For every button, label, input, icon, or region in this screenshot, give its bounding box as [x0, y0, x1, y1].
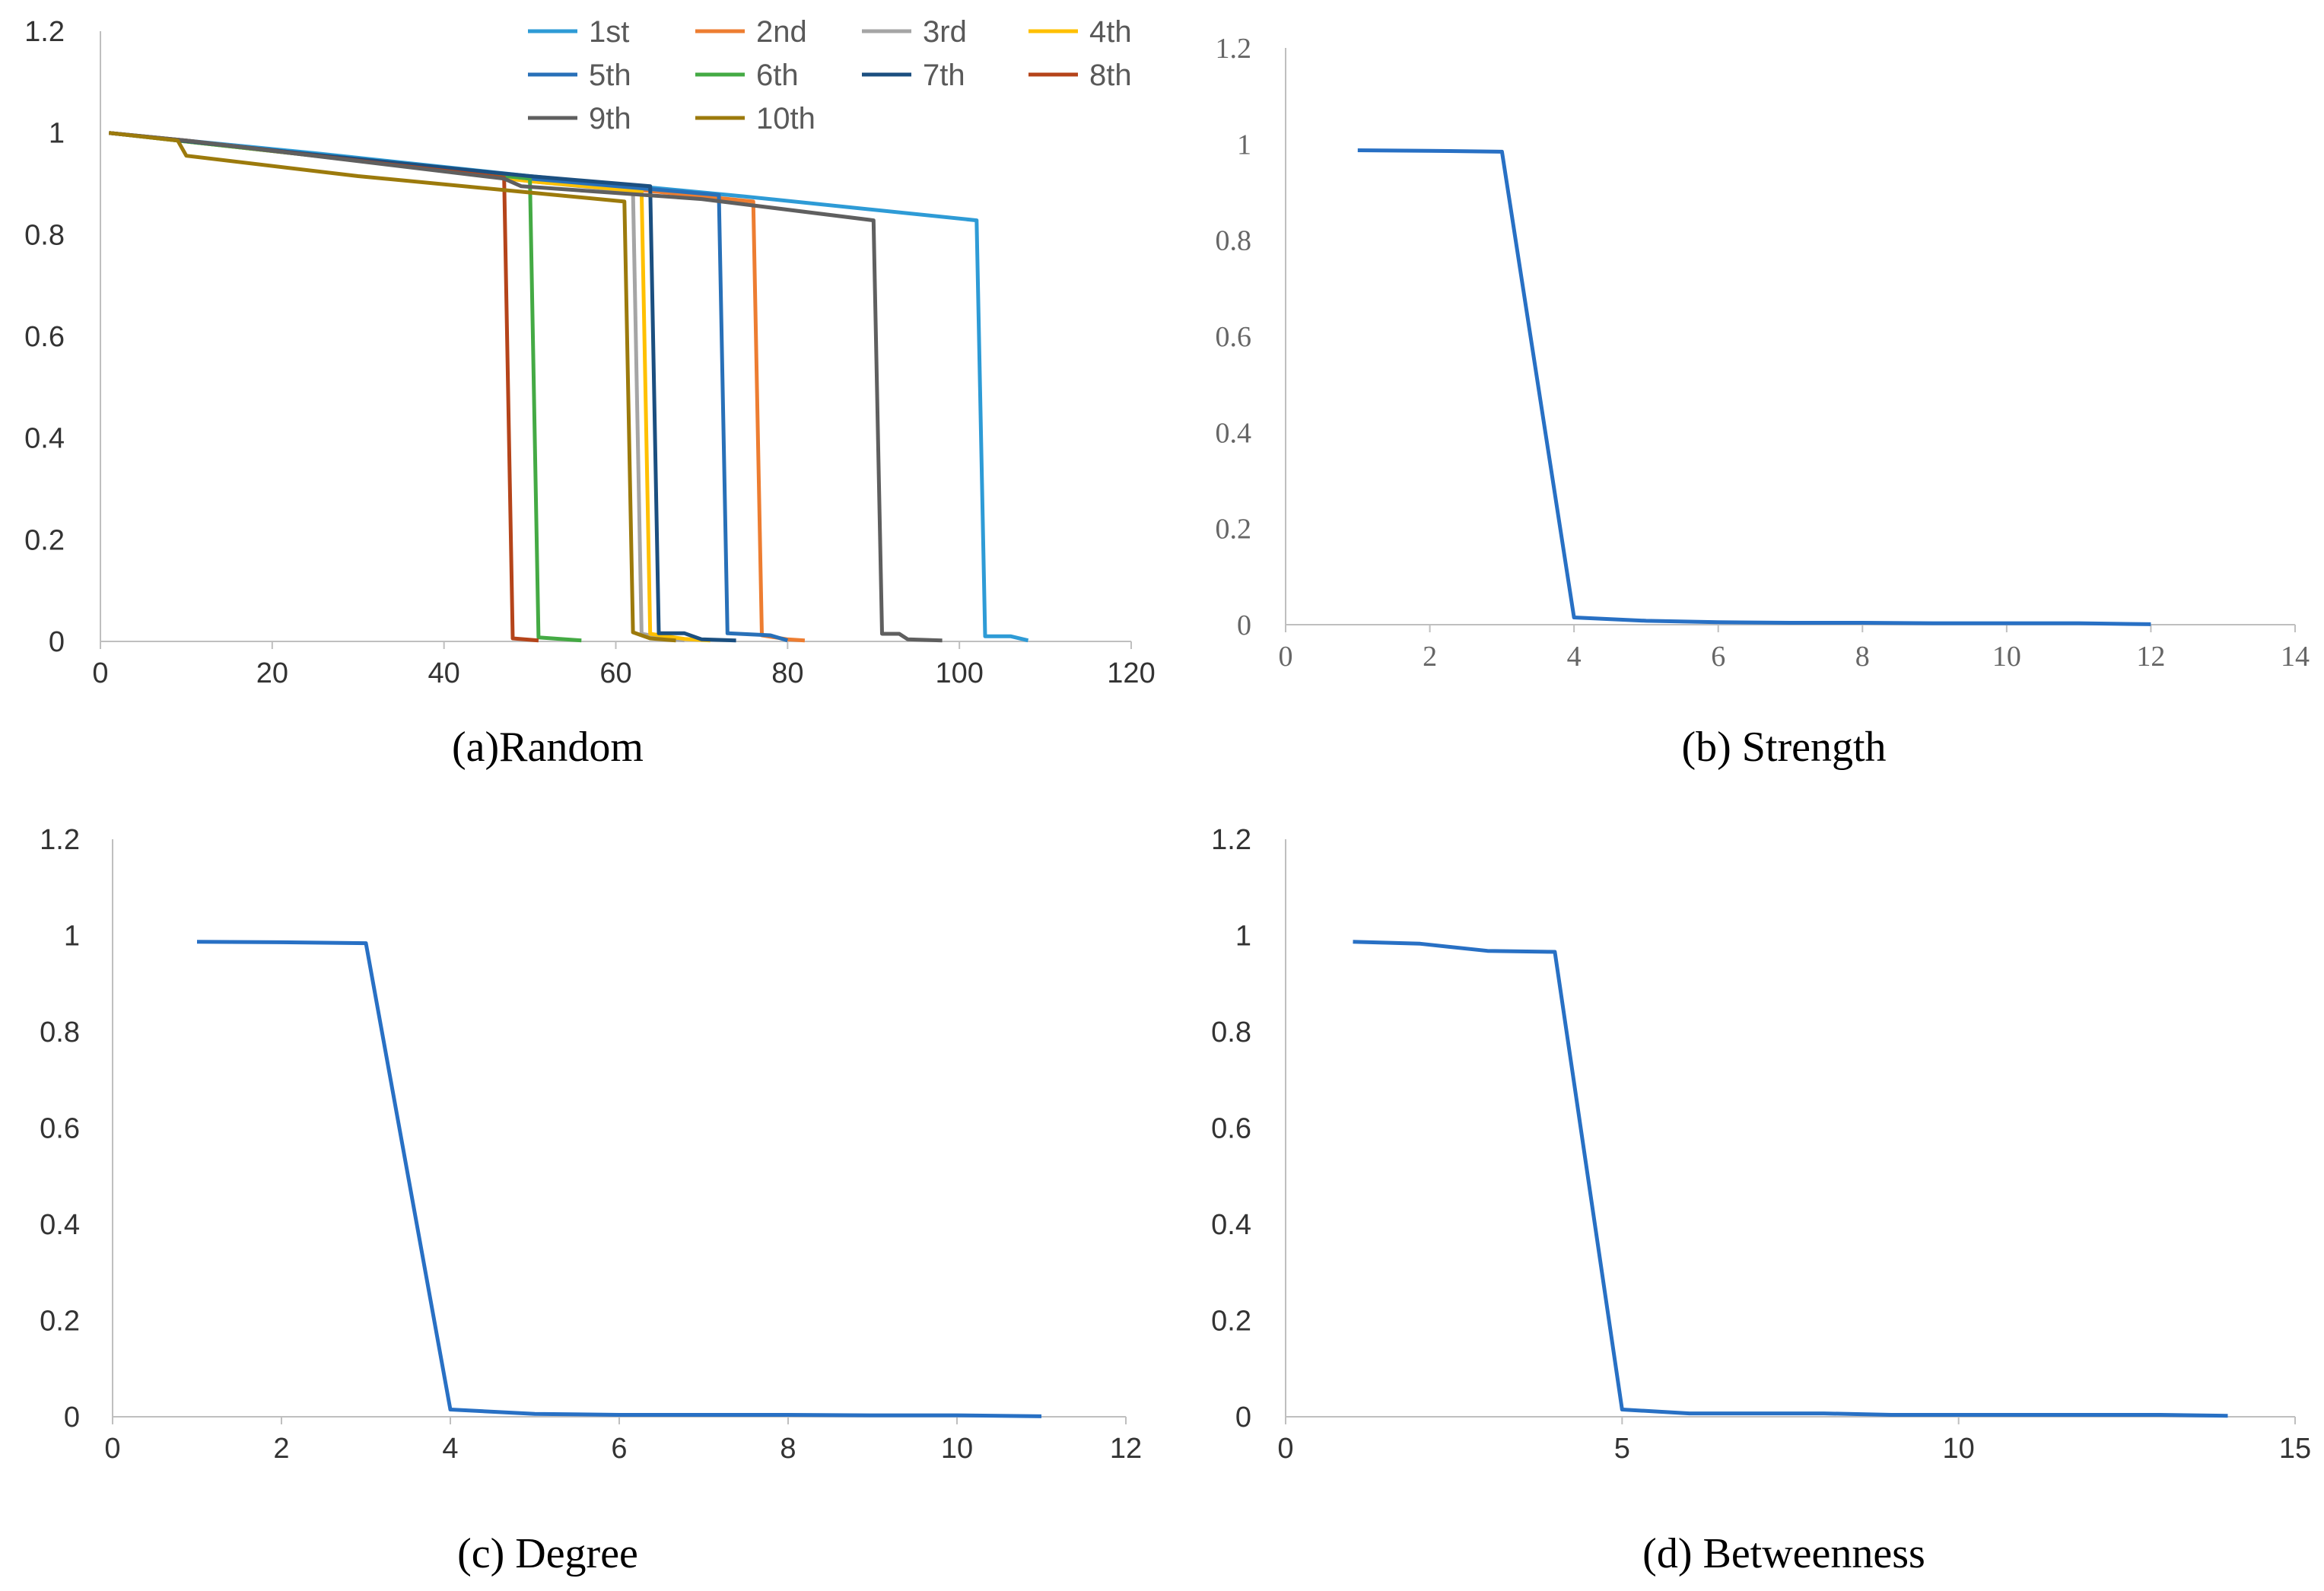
x-tick-label: 14: [2281, 641, 2310, 673]
y-tick-label: 0.4: [40, 1209, 80, 1241]
x-tick-label: 2: [273, 1433, 289, 1465]
y-tick-label: 0.4: [1211, 1209, 1251, 1241]
x-tick-label: 60: [599, 657, 631, 689]
chart-panel-b: 0 2 4 6 8 10 12 14 0 0.2 0.4 0.6 0.8 1 1.2 (b) Strength: [1216, 33, 2310, 771]
y-tick-label: 0.8: [24, 219, 65, 251]
series-line-8th: [109, 131, 539, 643]
x-tick-label: 5: [1614, 1433, 1630, 1465]
y-tick-label: 0.6: [1216, 321, 1252, 353]
series-line-5th: [109, 131, 789, 643]
x-tick-label: 0: [1277, 1433, 1293, 1465]
legend-label: 1st: [589, 15, 629, 49]
x-tick-label: 4: [1567, 641, 1582, 673]
x-tick-label: 0: [92, 657, 108, 689]
y-tick-label: 0.4: [24, 423, 65, 455]
series-line-3rd: [109, 131, 685, 643]
chart-caption-d: (d) Betweenness: [1642, 1530, 1925, 1577]
series-line-4th: [109, 131, 711, 643]
x-tick-label: 2: [1423, 641, 1437, 673]
y-tick-label: 1: [64, 921, 80, 953]
y-tick-label: 0: [64, 1402, 80, 1433]
y-tick-label: 0: [1237, 609, 1251, 641]
chart-panel-c: 0 2 4 6 8 10 12 0 0.2 0.4 0.6 0.8 1 1.2 (c) Degree: [40, 824, 1142, 1577]
y-tick-label: 1.2: [1211, 824, 1251, 856]
legend-label: 3rd: [923, 15, 967, 49]
legend-label: 5th: [589, 59, 631, 92]
y-tick-label: 0.6: [24, 321, 65, 353]
x-tick-label: 80: [771, 657, 803, 689]
series-line-10th: [109, 131, 676, 643]
y-tick-label: 0: [1235, 1402, 1251, 1433]
chart-caption-b: (b) Strength: [1681, 724, 1886, 771]
legend-label: 4th: [1089, 15, 1132, 49]
x-tick-label: 10: [1943, 1433, 1975, 1465]
legend-label: 7th: [923, 59, 965, 92]
y-tick-label: 0.2: [1216, 514, 1252, 546]
y-tick-label: 0.8: [40, 1017, 80, 1048]
y-tick-label: 0: [49, 626, 65, 658]
y-tick-label: 0.2: [40, 1306, 80, 1338]
x-tick-label: 10: [941, 1433, 973, 1465]
x-tick-label: 12: [2136, 641, 2165, 673]
x-tick-label: 4: [442, 1433, 458, 1465]
x-tick-label: 20: [256, 657, 288, 689]
series-line-2nd: [109, 131, 806, 643]
y-tick-label: 1.2: [1216, 33, 1252, 65]
y-tick-label: 1.2: [40, 824, 80, 856]
y-tick-label: 0.8: [1216, 225, 1252, 257]
x-tick-label: 6: [1711, 641, 1725, 673]
legend-label: 9th: [589, 102, 631, 135]
y-tick-label: 1: [49, 118, 65, 150]
x-tick-label: 0: [1279, 641, 1293, 673]
chart-panel-d: 0 5 10 15 0 0.2 0.4 0.6 0.8 1 1.2 (d) Betweenness: [1211, 824, 2311, 1577]
y-tick-label: 0.6: [40, 1113, 80, 1145]
x-tick-label: 100: [935, 657, 983, 689]
y-tick-label: 0.2: [1211, 1306, 1251, 1338]
y-tick-label: 1.2: [24, 16, 65, 48]
series-line-d: [1353, 940, 2228, 1418]
series-line-9th: [109, 131, 943, 643]
x-tick-label: 40: [428, 657, 460, 689]
chart-caption-c: (c) Degree: [457, 1530, 638, 1577]
x-tick-label: 8: [1855, 641, 1870, 673]
y-tick-label: 0.2: [24, 524, 65, 556]
legend-label: 2nd: [756, 15, 807, 49]
y-tick-label: 0.6: [1211, 1113, 1251, 1145]
chart-caption-a: (a)Random: [452, 724, 644, 771]
x-tick-label: 6: [611, 1433, 627, 1465]
series-line-b: [1357, 148, 2151, 626]
legend-label: 10th: [756, 102, 815, 135]
legend-label: 8th: [1089, 59, 1132, 92]
y-tick-label: 1: [1237, 129, 1251, 161]
chart-panel-a: 0 20 40 60 80 100 120 0 0.2 0.4 0.6 0.8 1 1.2 (a)Rando…: [24, 15, 1156, 771]
y-tick-label: 0.4: [1216, 417, 1252, 449]
x-tick-label: 15: [2279, 1433, 2311, 1465]
y-tick-label: 0.8: [1211, 1017, 1251, 1048]
x-tick-label: 120: [1107, 657, 1155, 689]
series-line-1st: [109, 131, 1029, 643]
series-line-c: [196, 940, 1042, 1418]
y-tick-label: 1: [1235, 921, 1251, 953]
x-tick-label: 8: [780, 1433, 796, 1465]
legend: 1st 2nd 3rd 4th 5th 6th 7th 8th 9th 10th: [528, 15, 1132, 135]
x-tick-label: 0: [104, 1433, 120, 1465]
legend-label: 6th: [756, 59, 799, 92]
x-tick-label: 10: [1992, 641, 2021, 673]
x-tick-label: 12: [1110, 1433, 1142, 1465]
